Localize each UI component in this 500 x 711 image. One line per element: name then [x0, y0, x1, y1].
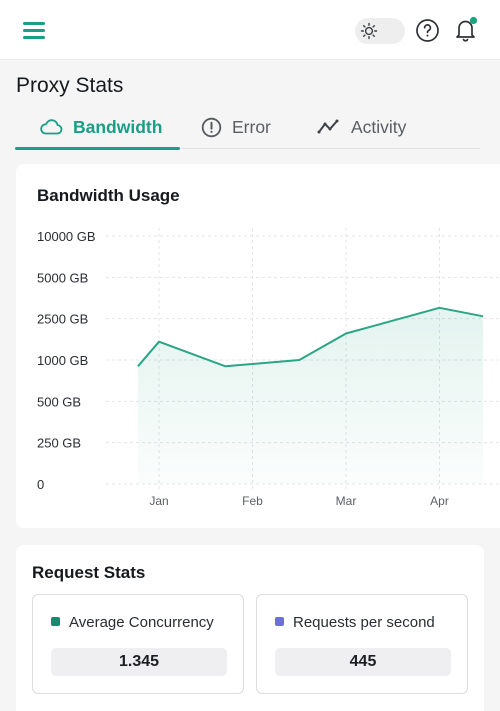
tab-label: Activity	[351, 116, 407, 137]
request-stats-card: Request Stats Average Concurrency 1.345 …	[16, 545, 484, 711]
request-stats-title: Request Stats	[32, 563, 146, 582]
sun-icon	[360, 22, 378, 40]
x-tick-label: Apr	[430, 494, 449, 508]
y-tick-label: 250 GB	[37, 436, 81, 451]
tab-error[interactable]: Error	[201, 107, 271, 147]
legend-dot	[51, 617, 60, 626]
chart-area-layer	[137, 306, 484, 484]
bandwidth-usage-card: 10000 GB 5000 GB 2500 GB 1000 GB 500 GB 250 G…	[16, 164, 500, 528]
tab-bar: Bandwidth Error Activity	[15, 107, 480, 150]
y-tick-label: 500 GB	[37, 394, 81, 409]
page-title: Proxy Stats	[16, 74, 124, 97]
requests-per-second-stat: Requests per second 445	[256, 594, 468, 694]
stat-label: Requests per second	[293, 614, 435, 631]
x-tick-label: Jan	[149, 494, 168, 508]
bandwidth-area-fill	[137, 307, 484, 484]
active-tab-indicator	[15, 147, 180, 150]
legend-dot	[275, 617, 284, 626]
x-axis-labels: Jan Feb Mar Apr	[149, 494, 449, 508]
y-tick-label: 10000 GB	[37, 229, 96, 244]
y-axis-labels: 10000 GB 5000 GB 2500 GB 1000 GB 500 GB 250 G…	[37, 229, 96, 492]
tab-bandwidth[interactable]: Bandwidth	[39, 107, 162, 147]
activity-icon	[317, 119, 339, 134]
y-tick-label: 5000 GB	[37, 270, 88, 285]
stat-label: Average Concurrency	[69, 614, 214, 631]
cloud-icon	[40, 119, 63, 135]
stat-value: 445	[275, 648, 451, 676]
tab-activity[interactable]: Activity	[317, 107, 406, 147]
x-tick-label: Mar	[336, 494, 357, 508]
x-tick-label: Feb	[242, 494, 263, 508]
average-concurrency-stat: Average Concurrency 1.345	[32, 594, 244, 694]
alert-circle-icon	[201, 117, 222, 137]
hamburger-menu-icon[interactable]	[23, 20, 47, 40]
stat-value: 1.345	[51, 648, 227, 676]
theme-toggle[interactable]	[355, 18, 405, 44]
top-bar	[0, 0, 500, 60]
tab-label: Error	[232, 116, 271, 137]
help-circle-icon[interactable]	[415, 18, 440, 43]
chart-title: Bandwidth Usage	[37, 186, 180, 205]
y-tick-label: 2500 GB	[37, 312, 88, 327]
y-tick-label: 1000 GB	[37, 353, 88, 368]
bell-icon[interactable]	[453, 16, 479, 44]
bandwidth-chart: 10000 GB 5000 GB 2500 GB 1000 GB 500 GB 250 G…	[37, 228, 500, 508]
y-tick-label: 0	[37, 477, 44, 492]
tab-label: Bandwidth	[73, 116, 163, 137]
